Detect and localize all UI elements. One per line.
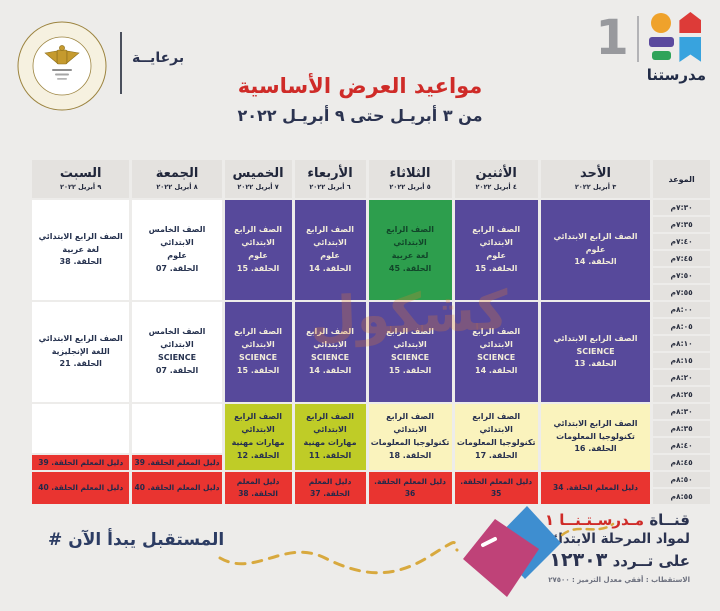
day-header: الأثنين ٤ أبريل ٢٠٢٢ xyxy=(454,160,538,198)
time-slot: ٨:٠٠م xyxy=(653,302,710,317)
footer-channel-brand: مـدرسـتـنــا ١ xyxy=(544,511,645,529)
dashed-tail-icon xyxy=(560,522,615,537)
time-slot: ٨:٤٠م xyxy=(653,438,710,453)
schedule-cell: الصف الرابع الابتدائي علوم الحلقة. 14 xyxy=(294,200,366,300)
time-slot: ٧:٥٠م xyxy=(653,268,710,283)
sponsor-label: برعايــة xyxy=(132,50,185,66)
day-header: الأحد ٣ أبريل ٢٠٢٢ xyxy=(540,160,651,198)
schedule-cell: الصف الرابع الابتدائي علوم الحلقة. 15 xyxy=(454,200,538,300)
bar-icon xyxy=(649,37,675,47)
page-title: مواعيد العرض الأساسية xyxy=(237,74,483,98)
schedule-cell: الصف الخامس الابتدائي علوم الحلقة. 07 xyxy=(132,200,222,300)
footer-audience-line: لمواد المرحلة الابتدائية xyxy=(539,531,690,548)
schedule-cell: الصف الرابع الابتدائي لغة عربية الحلقة. 38 xyxy=(32,200,130,300)
logo-divider xyxy=(636,16,639,62)
time-slot: ٨:٣٥م xyxy=(653,421,710,436)
schedule-cell: دليل المعلم الحلقة. 38 xyxy=(224,472,292,504)
schedule-cell xyxy=(32,404,130,453)
circle-icon xyxy=(651,13,672,33)
schedule-cell: الصف الرابع الابتدائي SCIENCE الحلقة. 15 xyxy=(368,302,452,402)
schedule-cell: دليل المعلم الحلقة. 39 xyxy=(132,455,222,470)
time-slot: ٨:١٠م xyxy=(653,336,710,351)
schedule-cell: دليل المعلم الحلقة. 39 xyxy=(32,455,130,470)
day-header: الجمعة ٨ أبريل ٢٠٢٢ xyxy=(132,160,222,198)
kite-icon xyxy=(463,506,561,597)
footer-channel-prefix: قنــاة xyxy=(649,511,690,529)
ministry-emblem-logo: MINISTRY OF EDUCATION AND TECHNICAL EDUC… xyxy=(13,15,108,112)
hashtag-text: المستقبل يبدأ الآن xyxy=(68,530,225,550)
schedule-cell: دليل المعلم الحلقة. 36 xyxy=(368,472,452,504)
time-slot: ٨:٥٥م xyxy=(653,489,710,504)
schedule-cell: الصف الرابع الابتدائي SCIENCE الحلقة. 15 xyxy=(224,302,292,402)
schedule-cell: الصف الرابع الابتدائي علوم الحلقة. 15 xyxy=(224,200,292,300)
day-header: الأربعاء ٦ أبريل ٢٠٢٢ xyxy=(294,160,366,198)
hash-icon: # xyxy=(48,530,63,550)
time-slot: ٨:٤٥م xyxy=(653,455,710,470)
schedule-cell: الصف الخامس الابتدائي SCIENCE الحلقة. 07 xyxy=(132,302,222,402)
schedule-cell: الصف الرابع الابتدائي تكنولوجيا المعلومات… xyxy=(368,404,452,470)
day-header: الخميس ٧ أبريل ٢٠٢٢ xyxy=(224,160,292,198)
footer-tech-line: الاستقطاب : أفقي معدل الترميز : ٢٧٥٠٠ xyxy=(548,576,690,585)
schedule-table: الموعد الأحد ٣ أبريل ٢٠٢٢ الأثنين ٤ أبريل ٢٠… xyxy=(29,158,713,506)
footer-frequency-label: على تــردد xyxy=(612,552,690,571)
schedule-cell: الصف الرابع الابتدائي مهارات مهنية الحلقة.… xyxy=(294,404,366,470)
bar-icon xyxy=(652,51,672,60)
channel-number: 1 xyxy=(595,10,629,66)
eagle-icon xyxy=(44,45,80,65)
page-subtitle: من ٣ أبريـل حتى ٩ أبريـل ٢٠٢٢ xyxy=(237,106,483,125)
day-header: السبت ٩ أبريل ٢٠٢٢ xyxy=(32,160,130,198)
time-slot: ٨:٢٥م xyxy=(653,387,710,402)
schedule-cell: الصف الرابع الابتدائي تكنولوجيا المعلومات… xyxy=(540,404,651,470)
logo-shapes xyxy=(649,12,703,63)
time-slot: ٧:٣٥م xyxy=(653,217,710,232)
time-slot: ٨:٠٥م xyxy=(653,319,710,334)
schedule-cell: الصف الرابع الابتدائي علوم الحلقة. 14 xyxy=(540,200,651,300)
time-slot: ٨:١٥م xyxy=(653,353,710,368)
schedule-cell: دليل المعلم الحلقة. 37 xyxy=(294,472,366,504)
schedule-cell: الصف الرابع الابتدائي مهارات مهنية الحلقة.… xyxy=(224,404,292,470)
hashtag-slogan: # المستقبل يبدأ الآن xyxy=(48,530,224,550)
schedule-cell: الصف الرابع الابتدائي لغة عربية الحلقة. 45 xyxy=(368,200,452,300)
time-slot: ٨:٢٠م xyxy=(653,370,710,385)
time-slot: ٧:٤٥م xyxy=(653,251,710,266)
schedule-cell: الصف الرابع الابتدائي SCIENCE الحلقة. 14 xyxy=(294,302,366,402)
bookmark-icon xyxy=(679,37,702,62)
schedule-cell: الصف الرابع الابتدائي اللغة الإنجليزية الح… xyxy=(32,302,130,402)
header-divider xyxy=(120,32,122,94)
schedule-cell: دليل المعلم الحلقة. 34 xyxy=(540,472,651,504)
time-column-header: الموعد xyxy=(653,160,710,198)
channel-name: مدرستنا xyxy=(646,66,706,84)
schedule-cell: دليل المعلم الحلقة. 35 xyxy=(454,472,538,504)
footer-channel-info: قنــاة مـدرسـتـنــا ١ لمواد المرحلة الاب… xyxy=(490,510,690,586)
schedule-cell: الصف الرابع الابتدائي SCIENCE الحلقة. 13 xyxy=(540,302,651,402)
channel-logo: 1 مدرستنا xyxy=(595,12,706,84)
time-slot: ٨:٣٠م xyxy=(653,404,710,419)
time-slot: ٧:٣٠م xyxy=(653,200,710,215)
schedule-cell: دليل المعلم الحلقة. 40 xyxy=(132,472,222,504)
day-header: الثلاثاء ٥ أبريل ٢٠٢٢ xyxy=(368,160,452,198)
dashed-tail-icon xyxy=(218,540,459,575)
schedule-cell: الصف الرابع الابتدائي تكنولوجيا المعلومات… xyxy=(454,404,538,470)
time-slot: ٨:٥٠م xyxy=(653,472,710,487)
time-slot: ٧:٤٠م xyxy=(653,234,710,249)
schedule-cell: دليل المعلم الحلقة. 40 xyxy=(32,472,130,504)
time-slot: ٧:٥٥م xyxy=(653,285,710,300)
house-icon xyxy=(679,12,702,33)
ministry-seal-icon: MINISTRY OF EDUCATION AND TECHNICAL EDUC… xyxy=(13,15,107,111)
svg-text:MINISTRY OF EDUCATION AND TECH: MINISTRY OF EDUCATION AND TECHNICAL EDUC… xyxy=(16,20,19,22)
footer-frequency-number: ١٢٣٠٣ xyxy=(549,549,608,572)
schedule-cell xyxy=(132,404,222,453)
schedule-cell: الصف الرابع الابتدائي SCIENCE الحلقة. 14 xyxy=(454,302,538,402)
